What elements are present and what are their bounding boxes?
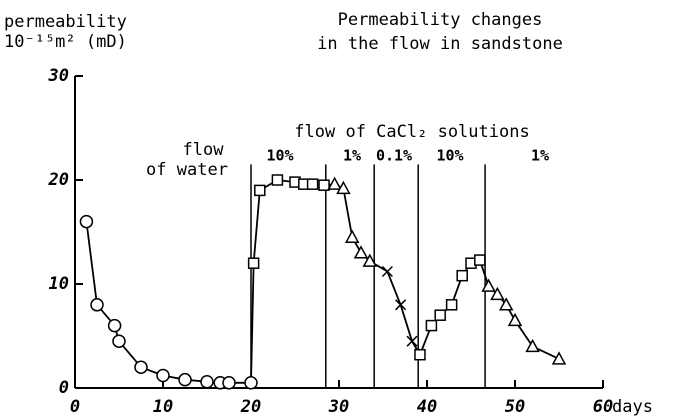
y-tick-label: 0 — [59, 378, 69, 398]
x-axis-label: days — [612, 397, 653, 417]
marker — [327, 176, 342, 190]
marker — [336, 180, 351, 195]
marker — [425, 319, 438, 332]
marker — [178, 372, 192, 387]
marker — [445, 299, 458, 311]
marker — [318, 179, 330, 191]
marker — [353, 245, 369, 259]
marker — [456, 269, 468, 282]
x-tick-label: 20 — [240, 397, 261, 417]
marker — [200, 375, 214, 389]
y-tick-label: 30 — [48, 66, 69, 86]
y-axis-label: 10⁻¹⁵m² (mD) — [4, 32, 127, 52]
marker — [414, 348, 426, 361]
marker — [481, 278, 496, 292]
y-tick-label: 20 — [48, 170, 69, 190]
annotation: 10% — [436, 147, 463, 165]
marker — [498, 297, 514, 311]
annotation: flow — [183, 140, 225, 160]
marker — [434, 309, 446, 321]
annotation: 0.1% — [376, 147, 412, 165]
marker — [134, 360, 148, 374]
x-tick-label: 0 — [70, 397, 80, 417]
marker — [551, 351, 567, 365]
marker — [306, 178, 319, 190]
annotation: of water — [146, 160, 228, 180]
marker — [222, 376, 236, 390]
annotation: flow of CaCl₂ solutions — [294, 122, 529, 142]
marker — [112, 334, 126, 348]
x-tick-label: 10 — [153, 397, 173, 417]
x-tick-label: 40 — [417, 397, 437, 417]
annotation: 1% — [343, 147, 361, 165]
marker — [507, 312, 523, 327]
marker — [474, 254, 486, 266]
marker — [362, 253, 378, 267]
chart-title: in the flow in sandstone — [317, 34, 563, 54]
chart-title: Permeability changes — [338, 10, 543, 30]
marker — [395, 299, 407, 311]
annotation: 10% — [266, 147, 293, 165]
marker — [344, 229, 360, 243]
x-tick-label: 60 — [593, 397, 613, 417]
marker — [107, 318, 122, 333]
marker — [156, 368, 170, 383]
marker — [271, 174, 284, 186]
marker — [79, 214, 94, 229]
marker — [247, 257, 260, 269]
marker — [406, 335, 418, 347]
marker — [490, 286, 505, 301]
annotation: 1% — [531, 147, 549, 165]
marker — [244, 376, 258, 390]
marker — [90, 298, 104, 312]
y-axis-label: permeability — [4, 12, 127, 32]
marker — [254, 184, 266, 197]
marker — [525, 338, 540, 353]
y-tick-label: 10 — [49, 274, 69, 294]
x-tick-label: 30 — [328, 397, 349, 417]
x-tick-label: 50 — [505, 397, 525, 417]
marker — [381, 265, 393, 278]
